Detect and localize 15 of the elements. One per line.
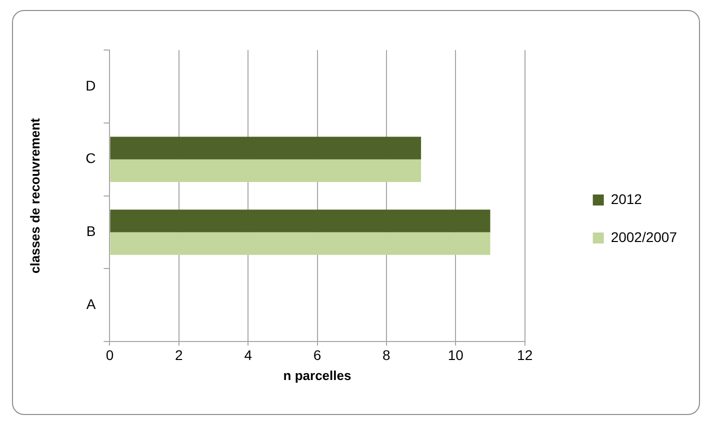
x-axis-title: n parcelles: [283, 368, 352, 383]
legend-label: 2012: [610, 190, 642, 207]
x-tick-label: 2: [174, 346, 183, 363]
y-tick-label: C: [86, 150, 96, 166]
x-tick-label: 0: [106, 346, 114, 363]
y-axis-title: classes de recouvrement: [27, 117, 42, 274]
x-tick-label: 6: [313, 346, 322, 363]
y-tick-label: B: [86, 223, 96, 240]
y-tick-label: A: [86, 296, 96, 312]
x-tick-label: 10: [448, 346, 464, 363]
legend-label: 2002/2007: [610, 228, 678, 245]
x-tick-label: 12: [517, 346, 533, 363]
x-tick-label: 4: [244, 346, 252, 363]
x-tick-label: 8: [382, 346, 391, 363]
y-tick-label: D: [86, 77, 96, 94]
